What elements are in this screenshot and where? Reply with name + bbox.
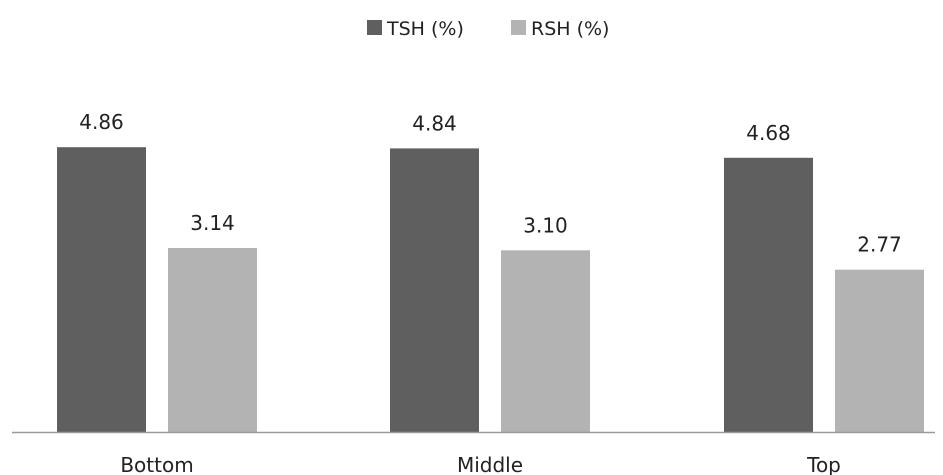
legend-label-1: RSH (%) (531, 18, 609, 40)
bar-top-series-0 (724, 157, 813, 433)
bar-bottom-series-0 (57, 147, 146, 432)
data-label-top-series-0: 4.68 (746, 121, 791, 145)
bars-group (57, 147, 924, 433)
legend: TSH (%) RSH (%) (367, 18, 609, 40)
bar-middle-series-0 (390, 148, 479, 432)
bar-bottom-series-1 (168, 248, 257, 432)
category-label-middle: Middle (457, 453, 523, 475)
bar-middle-series-1 (501, 250, 590, 432)
data-label-bottom-series-0: 4.86 (79, 110, 124, 134)
category-label-top: Top (806, 453, 841, 475)
category-label-bottom: Bottom (120, 453, 193, 475)
legend-label-0: TSH (%) (386, 18, 464, 40)
legend-swatch-1 (511, 20, 526, 35)
bar-top-series-1 (835, 269, 924, 432)
data-label-middle-series-1: 3.10 (523, 213, 568, 237)
data-label-bottom-series-1: 3.14 (190, 211, 235, 235)
data-labels-group: 4.86 3.14 4.84 3.10 4.68 2.77 (79, 110, 902, 257)
legend-swatch-0 (367, 20, 382, 35)
data-label-middle-series-0: 4.84 (412, 111, 457, 135)
category-labels-group: Bottom Middle Top (120, 453, 841, 475)
data-label-top-series-1: 2.77 (857, 233, 902, 257)
